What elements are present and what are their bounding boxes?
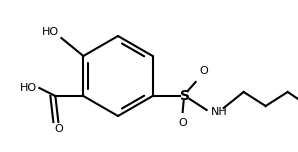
Text: O: O: [178, 118, 187, 128]
Text: O: O: [200, 66, 208, 76]
Text: HO: HO: [20, 83, 37, 93]
Text: NH: NH: [211, 107, 227, 117]
Text: O: O: [54, 124, 63, 134]
Text: S: S: [180, 89, 190, 103]
Text: HO: HO: [42, 27, 59, 37]
